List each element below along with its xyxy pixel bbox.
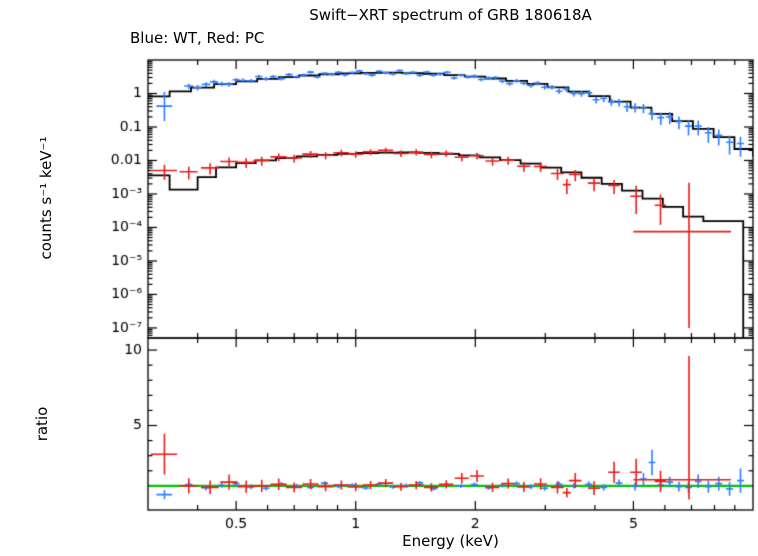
y-axis-label-counts: counts s⁻¹ keV⁻¹ xyxy=(37,136,55,260)
x-axis-label-energy: Energy (keV) xyxy=(402,532,499,550)
plot-title: Swift−XRT spectrum of GRB 180618A xyxy=(309,6,592,24)
mode-color-legend: Blue: WT, Red: PC xyxy=(130,29,265,47)
y-axis-label-ratio: ratio xyxy=(33,406,51,442)
